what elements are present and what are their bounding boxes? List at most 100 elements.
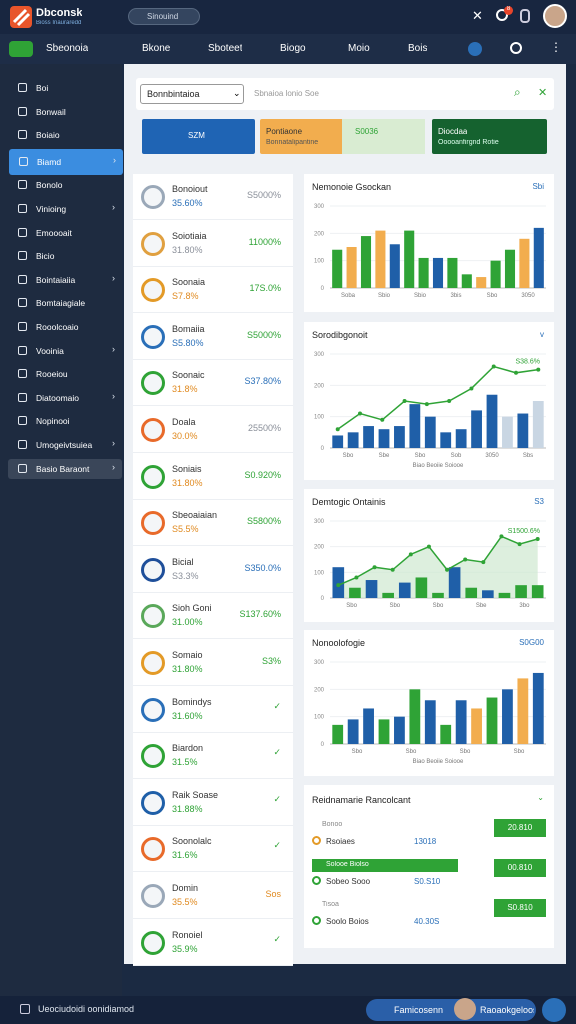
line-point	[402, 399, 407, 403]
y-tick-label: 0	[321, 596, 325, 602]
list-item[interactable]: Sioh Goni 31.00% S137.60%	[133, 593, 293, 640]
list-amount: S350.0%	[244, 562, 281, 573]
nav-item[interactable]: Sboteet	[208, 43, 243, 54]
clear-icon[interactable]: ✕	[538, 87, 548, 99]
sidebar-item[interactable]: Bointaiaiia ›	[8, 270, 122, 290]
summary-card[interactable]: SZM	[142, 119, 255, 154]
nav-icon[interactable]	[510, 42, 522, 54]
filter-input[interactable]: Sbnaioa lonio Soe	[254, 89, 319, 98]
sidebar-item[interactable]: Bomtaiagiale	[8, 293, 122, 313]
sidebar-item[interactable]: Diatoomaio ›	[8, 388, 122, 408]
list-item[interactable]: Soonaic 31.8% S37.80%	[133, 360, 293, 407]
summary-card[interactable]: Diocdaa Ooooanfirgnd Rotie	[432, 119, 547, 154]
top-bar: Dbconsk Bioss Inauraredd Sinouind ✕ 8	[0, 0, 576, 34]
list-item[interactable]: Bonoiout 35.60% S5000%	[133, 174, 293, 220]
menu-icon[interactable]: ⋮	[550, 40, 562, 54]
list-item[interactable]: Soiotiaia 31.80% 11000%	[133, 221, 293, 267]
list-name: Soonaia	[172, 277, 206, 288]
sidebar-item[interactable]: Umogeivtsuiea ›	[8, 435, 122, 455]
list-item[interactable]: Soonolalc 31.6% ✓	[133, 826, 293, 873]
sidebar-item[interactable]: Nopinooi	[8, 411, 122, 431]
x-tick-label: 3050	[521, 293, 535, 299]
bar	[382, 592, 394, 598]
bar	[409, 689, 421, 744]
list-item[interactable]: Soonaia S7.8% 17S.0%	[133, 267, 293, 314]
close-icon[interactable]: ✕	[472, 8, 483, 23]
x-tick-label: Sbo	[389, 603, 400, 609]
footer-button-text: Famicosenn	[394, 1005, 444, 1015]
sidebar-icon	[19, 156, 28, 166]
list-name: Bicial	[172, 556, 194, 567]
list-item[interactable]: Biardon 31.5% ✓	[133, 733, 293, 780]
nav-icon[interactable]	[468, 42, 482, 56]
sidebar-item[interactable]: Rooolcoaio	[8, 317, 122, 337]
list-amount: Sos	[265, 889, 281, 899]
sidebar-item[interactable]: Bicio	[8, 246, 122, 266]
list-item[interactable]: Domin 35.5% Sos	[133, 873, 293, 919]
sidebar-item[interactable]: Emoooait	[8, 223, 122, 243]
search[interactable]: Sinouind	[128, 8, 200, 25]
list-amount: S5800%	[246, 516, 281, 527]
row-tag: Bonoo	[322, 821, 343, 828]
footer-button[interactable]: Famicosenn Raoaokgeloos	[366, 998, 536, 1021]
list-item[interactable]: Bomindys 31.60% ✓	[133, 687, 293, 733]
row-tag: Tisoa	[322, 901, 339, 908]
y-tick-label: 200	[314, 383, 325, 389]
sidebar-icon	[18, 392, 27, 402]
line-point	[535, 536, 540, 541]
select[interactable]: Bonnbintaioa ⌄	[140, 84, 244, 104]
row-icon	[312, 836, 321, 845]
list-item[interactable]: Bomaiia S5.80% S5000%	[133, 314, 293, 360]
x-axis-title: Biao Beoiie Soiooe	[413, 463, 464, 469]
notify-icon[interactable]	[496, 9, 508, 21]
sidebar-item[interactable]: Basio Baraont ›	[8, 458, 122, 479]
sidebar-item[interactable]: Boi	[8, 78, 122, 98]
chat-button[interactable]	[542, 998, 566, 1022]
sidebar-item[interactable]: Biamd ›	[9, 148, 123, 175]
bar	[532, 401, 544, 448]
summary-label: SZM	[188, 131, 205, 140]
row-button[interactable]: S0.810	[494, 899, 546, 917]
sidebar-item[interactable]: Rooeiou	[8, 364, 122, 384]
row-button[interactable]: 20.810	[494, 819, 546, 837]
chart-title: Demtogic Ontainis	[312, 497, 386, 507]
chart: 0 100 200 300 Sbo Sbe Sbo Sob 3050 Sbs Biao Beoiie…	[314, 352, 546, 469]
progress-bar	[312, 859, 458, 872]
avatar[interactable]	[543, 4, 567, 28]
nav-item[interactable]: Bkone	[142, 43, 171, 54]
list-item[interactable]: Doala 30.0% 25500%	[133, 407, 293, 453]
list-item[interactable]: Ronoiel 35.9% ✓	[133, 920, 293, 966]
nav-item[interactable]: Bois	[408, 43, 428, 54]
list-item[interactable]: Sbeoaiaian S5.5% S5800%	[133, 500, 293, 547]
row-button[interactable]: 00.810	[494, 859, 546, 877]
sidebar-item[interactable]: Vooinia ›	[8, 341, 122, 361]
list-amount: 17S.0%	[249, 283, 281, 294]
search-icon[interactable]: ⌕	[514, 85, 521, 99]
sidebar-item[interactable]: Boiaio	[8, 125, 122, 145]
list-item[interactable]: Soniais 31.80% S0.920%	[133, 454, 293, 500]
sidebar-item[interactable]: Bonwail	[8, 102, 122, 122]
list-name: Raik Soase	[172, 789, 219, 800]
nav-item[interactable]: Moio	[348, 43, 370, 54]
sidebar-label: Bointaiaiia	[36, 274, 76, 285]
row-icon	[312, 876, 321, 885]
settings-icon[interactable]	[520, 9, 530, 23]
nav-button[interactable]: Sbeonoia	[46, 43, 89, 54]
summary-card[interactable]: Pontiaone Bonnatalipantine S0036	[260, 119, 425, 154]
table-action: ⌄	[537, 793, 544, 802]
list-name: Biardon	[172, 743, 204, 754]
list-item[interactable]: Raik Soase 31.88% ✓	[133, 780, 293, 826]
line	[337, 365, 539, 430]
list-pct: S7.8%	[172, 291, 199, 302]
bar	[440, 724, 452, 744]
list-pct: 31.80%	[172, 477, 203, 488]
sidebar-item[interactable]: Vinioing ›	[8, 199, 122, 219]
nav-item[interactable]: Biogo	[280, 43, 306, 54]
x-tick-label: Sbe	[476, 603, 487, 609]
list-item[interactable]: Somaio 31.80% S3%	[133, 640, 293, 686]
line-point	[499, 534, 504, 539]
sidebar-label: Boi	[36, 83, 49, 93]
list-item[interactable]: Bicial S3.3% S350.0%	[133, 547, 293, 593]
nav-button-icon[interactable]	[9, 41, 33, 57]
sidebar-item[interactable]: Bonolo	[8, 175, 122, 195]
